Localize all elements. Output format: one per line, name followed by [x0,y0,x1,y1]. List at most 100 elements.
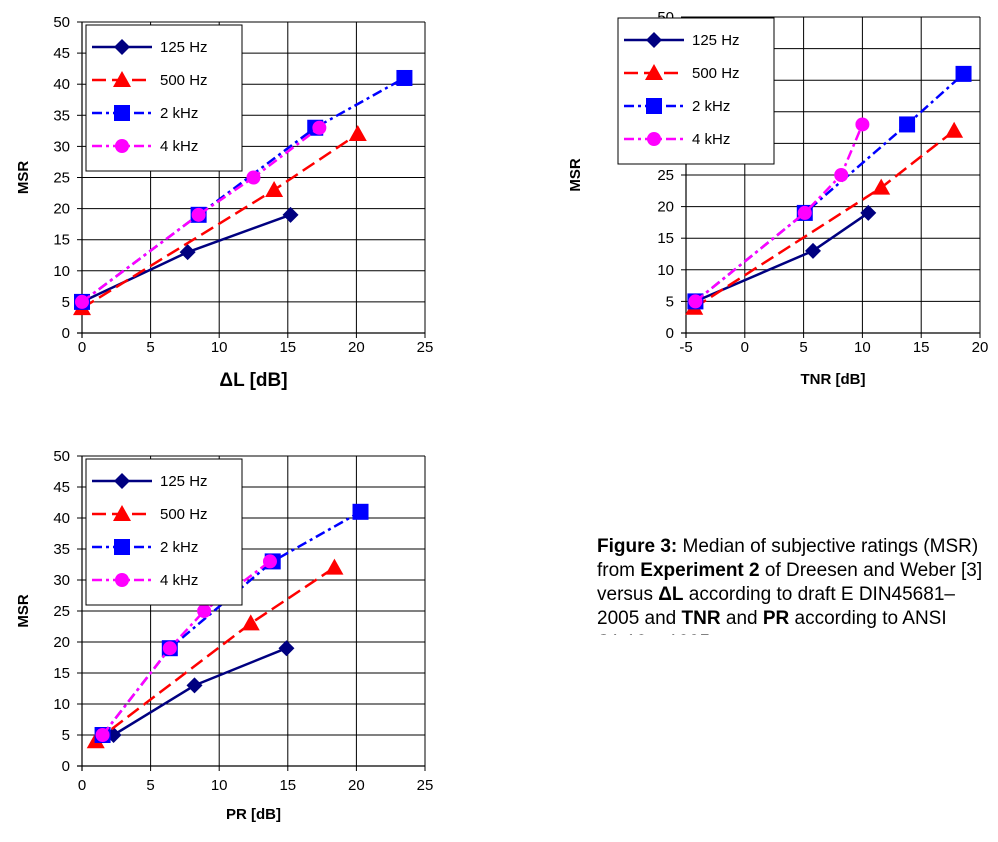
data-point [265,180,284,197]
x-tick-label: 10 [211,339,228,356]
x-tick-label: 0 [741,339,749,356]
caption-bold: TNR [681,608,721,629]
data-point [396,69,413,86]
x-tick-label: 5 [799,339,807,356]
legend-swatch-marker [114,105,130,121]
x-tick-label: 25 [417,777,434,794]
x-axis-label: TNR [dB] [801,371,866,388]
caption-text: Median of subjective ratings (MSR) from [597,536,979,581]
x-tick-label: 0 [78,339,86,356]
data-point [75,294,89,309]
y-tick-label: 10 [53,696,70,713]
legend: 125 Hz 500 Hz 2 kHz 4 kHz [85,458,243,606]
legend-box [85,458,243,606]
data-point [312,120,327,135]
data-point [899,116,916,133]
x-tick-label: 0 [78,777,86,794]
y-tick-label: 35 [53,107,70,124]
y-tick-label: 10 [657,262,674,279]
y-tick-label: 5 [62,727,70,744]
x-tick-label: 15 [913,339,930,356]
series-line [694,123,864,303]
y-tick-label: 20 [53,634,70,651]
y-tick-label: 5 [666,293,674,310]
data-point [352,503,369,520]
data-point [688,294,703,309]
y-tick-label: 30 [53,572,70,589]
data-point [860,204,877,221]
data-point [797,205,812,220]
y-tick-label: 5 [62,294,70,311]
figure-caption: Figure 3: Median of subjective ratings (… [597,535,997,635]
data-point [191,207,206,222]
data-point [834,168,849,182]
legend-swatch-marker [114,39,130,55]
y-tick-label: 30 [53,138,70,155]
caption-bold: Experiment 2 [640,560,760,581]
y-tick-label: 15 [657,230,674,247]
legend-entry: 125 Hz [160,473,208,490]
legend-swatch-marker [645,64,663,80]
data-point [955,65,972,82]
x-tick-label: 20 [348,339,365,356]
legend-entry: 500 Hz [160,506,208,523]
y-tick-label: 10 [53,263,70,280]
legend-swatch-marker [114,539,130,555]
y-tick-label: 40 [53,510,70,527]
series-line [94,566,336,743]
x-tick-label: 10 [854,339,871,356]
series-4-khz [75,120,327,309]
data-point [262,554,277,569]
series-4-khz [688,117,870,309]
data-point [282,206,299,223]
y-axis-label: MSR [15,594,32,628]
legend-entry: 4 kHz [160,572,198,589]
x-tick-label: 5 [146,777,154,794]
data-point [162,641,177,656]
legend-entry: 500 Hz [692,65,740,82]
y-tick-label: 25 [657,167,674,184]
y-tick-label: 15 [53,665,70,682]
x-tick-label: 20 [348,777,365,794]
legend-box [617,17,775,165]
legend-swatch-marker [115,139,129,153]
caption-label: Figure 3: [597,536,678,557]
legend-entry: 2 kHz [160,105,198,122]
legend-entry: 4 kHz [692,131,730,148]
chart-delta-l: 0 5 10 15 20 25 30 35 40 45 50 0 5 10 15 20 25 MSR ΔL [dB]… [15,14,433,391]
data-point [278,640,295,657]
caption-text: according to draft E DIN45681–2005 and [597,584,955,629]
legend-swatch-marker [115,573,129,587]
legend-swatch-marker [114,473,130,489]
caption-text: of Dreesen and Weber [3] versus [597,560,983,605]
legend-box [85,24,243,172]
legend-swatch-marker [647,132,661,146]
legend-swatch-marker [646,98,662,114]
x-tick-label: 15 [279,777,296,794]
x-axis-label: ΔL [dB] [219,370,287,391]
y-tick-label: 25 [53,170,70,187]
data-point [872,178,891,195]
y-axis-label: MSR [567,158,584,192]
data-point [241,614,260,631]
y-tick-label: 40 [53,76,70,93]
y-tick-label: 50 [53,448,70,465]
y-tick-label: 45 [53,479,70,496]
caption-text: according to ANSI S1.13 – 1995. [597,608,947,635]
data-point [945,121,964,138]
series-4-khz [95,554,277,742]
legend: 125 Hz 500 Hz 2 kHz 4 kHz [85,24,243,172]
legend-entry: 125 Hz [160,39,208,56]
data-point [855,117,870,132]
data-point [186,677,203,694]
y-tick-label: 20 [53,201,70,218]
legend-swatch-marker [646,32,662,48]
x-tick-label: 10 [211,777,228,794]
data-point [805,242,822,259]
series-line [101,560,271,736]
y-tick-label: 15 [53,232,70,249]
x-tick-label: 15 [279,339,296,356]
y-tick-label: 25 [53,603,70,620]
data-point [95,728,110,742]
